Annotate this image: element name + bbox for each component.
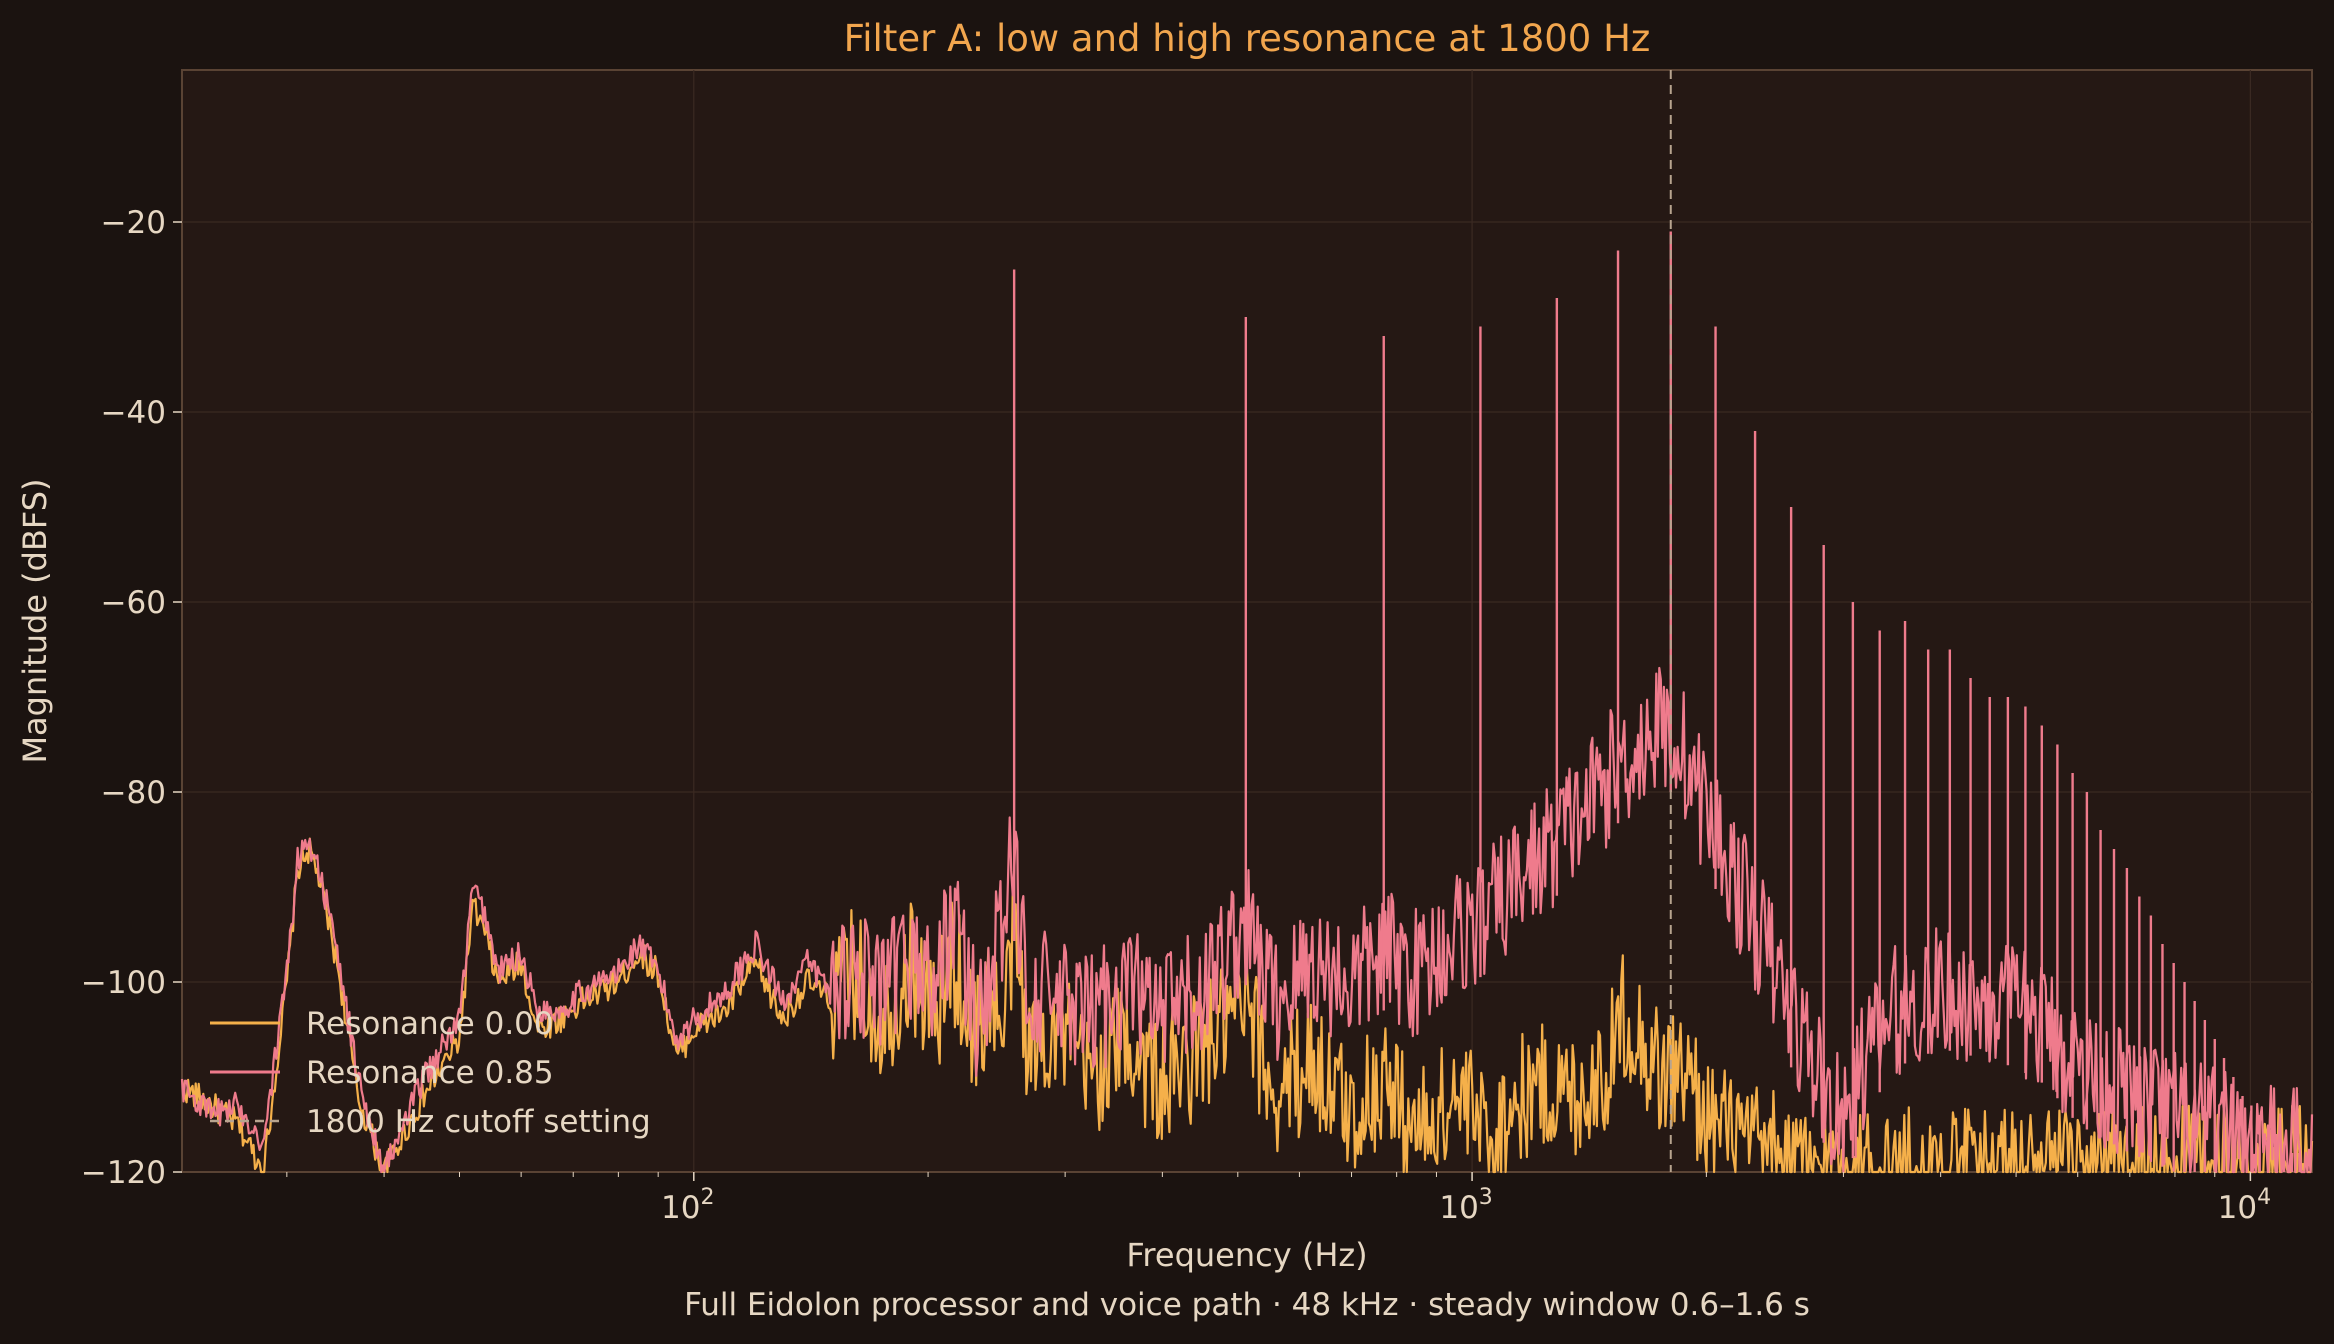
y-axis-label: Magnitude (dBFS) (16, 478, 54, 763)
legend-label-cutoff: 1800 Hz cutoff setting (306, 1104, 651, 1140)
x-axis-label: Frequency (Hz) (1126, 1236, 1367, 1274)
y-tick-label: −40 (101, 395, 166, 431)
axis-ticks: −20 −40 −60 −80 −100 −120 102 103 104 (81, 205, 2271, 1226)
y-tick-label: −60 (101, 585, 166, 621)
y-tick-label: −80 (101, 775, 166, 811)
y-tick-label: −120 (81, 1155, 166, 1191)
x-tick-label: 103 (1439, 1185, 1492, 1226)
y-tick-label: −100 (81, 965, 166, 1001)
legend: Resonance 0.00 Resonance 0.85 1800 Hz cu… (210, 1006, 651, 1140)
series-layer (180, 231, 2314, 1174)
legend-label-resonance-0: Resonance 0.00 (306, 1006, 554, 1042)
chart-subtitle: Full Eidolon processor and voice path · … (684, 1287, 1810, 1323)
x-tick-label: 102 (661, 1185, 714, 1226)
legend-label-resonance-085: Resonance 0.85 (306, 1055, 554, 1091)
chart-title: Filter A: low and high resonance at 1800… (844, 17, 1651, 60)
series-resonance-085 (180, 231, 2314, 1174)
y-tick-label: −20 (101, 205, 166, 241)
x-tick-label: 104 (2218, 1185, 2271, 1226)
